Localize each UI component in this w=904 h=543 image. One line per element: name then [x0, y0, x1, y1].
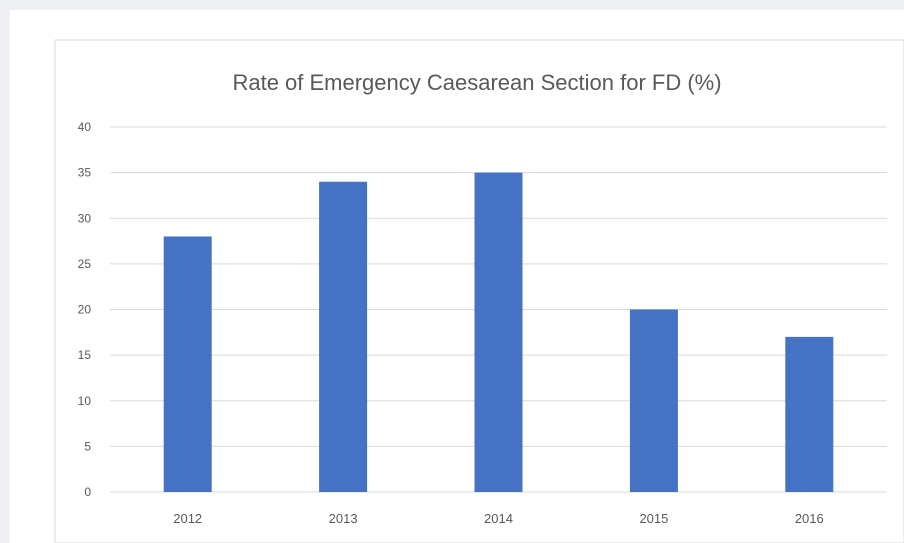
bar-2012: [163, 236, 212, 492]
x-category-label: 2013: [329, 511, 358, 526]
x-category-label: 2015: [639, 511, 668, 526]
y-tick-label: 40: [78, 120, 92, 134]
y-tick-label: 5: [84, 439, 91, 453]
bar-2014: [474, 172, 523, 492]
y-tick-label: 10: [78, 394, 92, 408]
y-tick-label: 30: [78, 211, 92, 225]
y-tick-label: 25: [78, 257, 92, 271]
x-category-label: 2016: [795, 511, 824, 526]
y-tick-label: 15: [78, 348, 92, 362]
y-tick-label: 35: [78, 166, 92, 180]
chart-card: Rate of Emergency Caesarean Section for …: [10, 10, 904, 543]
bar-2015: [629, 309, 678, 492]
bar-2013: [319, 181, 368, 492]
bar-chart: Rate of Emergency Caesarean Section for …: [54, 39, 904, 543]
x-axis-labels: 2012 2013 2014 2015 2016: [173, 511, 824, 526]
bars: [163, 172, 834, 492]
x-category-label: 2014: [484, 511, 513, 526]
y-axis-ticks: 0 5 10 15 20 25 30 35 40: [78, 120, 92, 499]
bar-2016: [785, 336, 834, 492]
y-tick-label: 20: [78, 303, 92, 317]
y-tick-label: 0: [84, 485, 91, 499]
chart-title: Rate of Emergency Caesarean Section for …: [232, 70, 721, 95]
x-category-label: 2012: [173, 511, 202, 526]
